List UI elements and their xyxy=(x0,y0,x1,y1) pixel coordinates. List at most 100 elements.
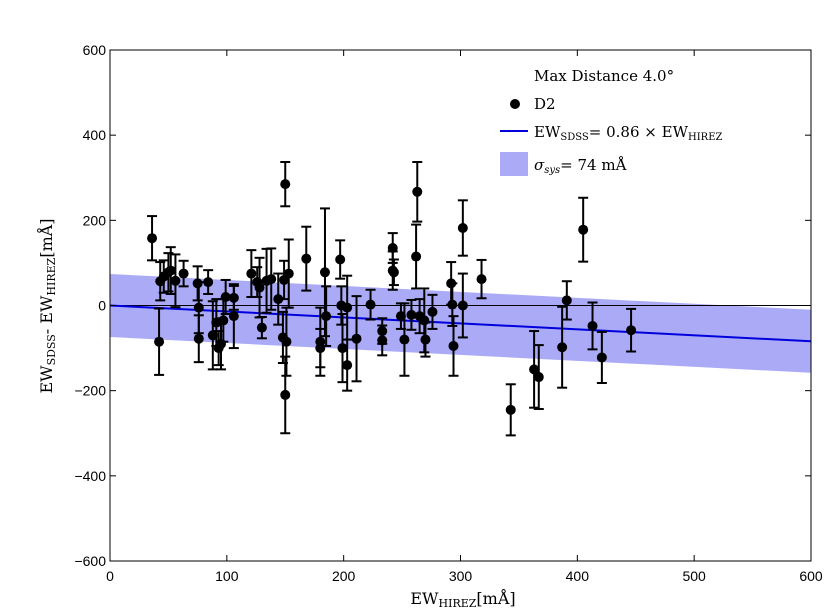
data-point xyxy=(377,335,388,346)
data-point xyxy=(342,360,353,371)
x-tick-label: 0 xyxy=(106,568,114,584)
legend-band-subscript: sys xyxy=(544,165,560,176)
data-point xyxy=(280,389,291,400)
data-point xyxy=(446,278,457,289)
data-point xyxy=(256,322,267,333)
data-point xyxy=(246,268,257,279)
data-point xyxy=(147,233,158,244)
y-axis-label-subscript-2: HIREZ xyxy=(45,257,58,295)
x-tick-label: 100 xyxy=(215,568,239,584)
data-point xyxy=(228,311,239,322)
x-tick-label: 500 xyxy=(682,568,706,584)
data-point xyxy=(447,299,458,310)
data-point xyxy=(165,265,176,276)
data-point xyxy=(254,282,265,293)
data-point xyxy=(578,224,589,235)
data-points xyxy=(147,179,637,415)
data-point xyxy=(351,333,362,344)
data-point xyxy=(457,300,468,311)
data-point xyxy=(207,330,218,341)
y-tick-label: 400 xyxy=(83,127,107,143)
axis-ticks xyxy=(109,49,812,562)
data-point xyxy=(281,336,292,347)
data-point xyxy=(273,294,284,305)
y-tick-label: 600 xyxy=(83,42,107,58)
fit-line-layer xyxy=(109,304,812,343)
data-point xyxy=(457,222,468,233)
y-tick-label: 0 xyxy=(98,298,106,314)
data-point xyxy=(220,291,231,302)
data-point xyxy=(228,292,239,303)
y-tick-labels: −600 −400 −200 0 200 400 600 xyxy=(74,42,106,569)
x-tick-labels: 0 100 200 300 400 500 600 xyxy=(106,568,823,584)
legend-fit-subscript: SDSS xyxy=(560,132,589,143)
fit-line xyxy=(109,304,812,343)
data-point xyxy=(315,343,326,354)
data-point xyxy=(301,253,312,264)
data-point xyxy=(192,278,203,289)
data-point xyxy=(321,311,332,322)
data-point xyxy=(427,306,438,317)
y-tick-label: 200 xyxy=(83,212,107,228)
y-axis-label-main-2: EW xyxy=(37,295,56,324)
data-point xyxy=(215,338,226,349)
legend-title: Max Distance 4.0° xyxy=(534,67,674,85)
legend-label-d2: D2 xyxy=(534,95,556,113)
data-point xyxy=(342,302,353,313)
y-tick-label: −200 xyxy=(74,383,106,399)
data-point xyxy=(170,275,181,286)
data-point xyxy=(335,254,346,265)
data-point xyxy=(283,268,294,279)
x-axis-label: EWHIREZ[mÅ] xyxy=(410,588,515,610)
legend: Max Distance 4.0° D2 EWSDSS= 0.86 × EWHI… xyxy=(500,67,723,176)
data-point xyxy=(448,340,459,351)
legend-band-rest: = 74 mÅ xyxy=(560,156,626,174)
y-axis-label: EWSDSS- EWHIREZ[mÅ] xyxy=(36,218,58,393)
y-tick-label: −400 xyxy=(74,468,106,484)
data-point xyxy=(529,364,540,375)
data-point xyxy=(596,352,607,363)
data-point xyxy=(411,251,422,262)
legend-fit-subscript-2: HIREZ xyxy=(688,132,723,143)
data-point xyxy=(154,336,165,347)
y-axis-label-separator: - xyxy=(37,324,56,335)
y-tick-label: −600 xyxy=(74,553,106,569)
data-point xyxy=(387,243,398,254)
data-point xyxy=(419,315,430,326)
data-point xyxy=(399,334,410,345)
data-point xyxy=(280,179,291,190)
data-point xyxy=(412,186,423,197)
x-tick-label: 400 xyxy=(566,568,590,584)
data-point xyxy=(626,325,637,336)
legend-band-sigma: σ xyxy=(534,156,545,174)
x-tick-label: 300 xyxy=(449,568,473,584)
y-axis-label-subscript-1: SDSS xyxy=(45,334,58,365)
data-point xyxy=(365,299,376,310)
x-tick-label: 200 xyxy=(332,568,356,584)
legend-fit-main: EW xyxy=(534,123,561,141)
data-point xyxy=(420,334,431,345)
x-axis-label-unit: [mÅ] xyxy=(476,588,515,608)
legend-label-band: σsys= 74 mÅ xyxy=(534,156,627,176)
data-point xyxy=(337,343,348,354)
data-point xyxy=(319,267,330,278)
data-point xyxy=(388,267,399,278)
x-tick-label: 600 xyxy=(799,568,823,584)
data-point xyxy=(218,315,229,326)
data-point xyxy=(377,326,388,337)
y-axis-label-unit: [mÅ] xyxy=(36,218,56,257)
data-point xyxy=(533,372,544,383)
data-point xyxy=(266,274,277,285)
data-point xyxy=(561,295,572,306)
data-point xyxy=(476,274,487,285)
data-point xyxy=(395,311,406,322)
legend-marker-d2 xyxy=(510,99,520,109)
x-axis-label-subscript: HIREZ xyxy=(439,597,477,610)
data-point xyxy=(203,277,214,288)
data-point xyxy=(505,404,516,415)
data-point xyxy=(193,333,204,344)
legend-fit-rest: = 0.86 × EW xyxy=(589,123,689,141)
x-axis-label-main: EW xyxy=(410,589,439,608)
y-axis-label-main-1: EW xyxy=(37,365,56,394)
